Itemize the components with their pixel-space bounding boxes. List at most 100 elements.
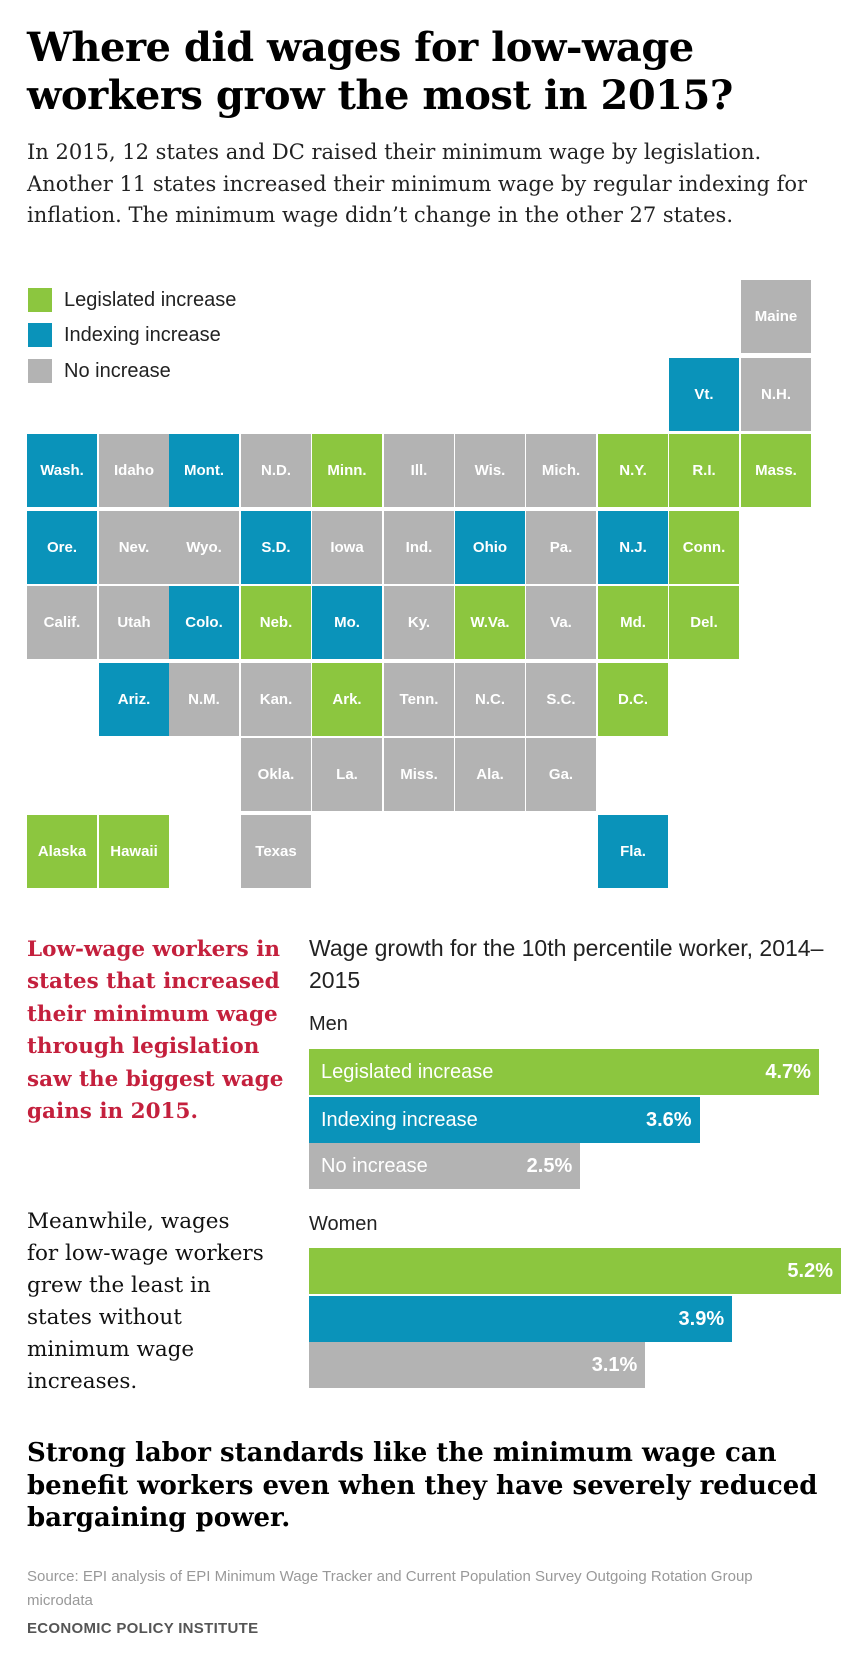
- state-tile: Conn.: [669, 511, 739, 584]
- state-label: Pa.: [549, 539, 573, 556]
- state-label: Mo.: [334, 614, 360, 631]
- state-tile: N.C.: [455, 663, 525, 736]
- state-label: R.I.: [692, 462, 716, 479]
- bar-value-label: 4.7%: [765, 1061, 811, 1083]
- state-tile: Minn.: [312, 434, 382, 507]
- state-tile: R.I.: [669, 434, 739, 507]
- state-label: Ohio: [472, 539, 508, 556]
- legend-label-legislated: Legislated increase: [64, 289, 237, 311]
- bar-label: Legislated increase: [321, 1061, 494, 1083]
- source-note: Source: EPI analysis of EPI Minimum Wage…: [27, 1568, 753, 1609]
- state-label: W.Va.: [470, 614, 510, 631]
- state-tile: W.Va.: [455, 586, 525, 659]
- state-tile: Ga.: [526, 738, 596, 811]
- bar-women-legislated: 5.2%: [309, 1248, 841, 1294]
- state-label: Ky.: [407, 614, 431, 631]
- bar-label: Indexing increase: [321, 1109, 478, 1131]
- state-tile: Ky.: [384, 586, 454, 659]
- state-tile: N.J.: [598, 511, 668, 584]
- chart-title: Wage growth for the 10th percentile work…: [309, 935, 824, 993]
- state-tile: Vt.: [669, 358, 739, 431]
- state-label: Wyo.: [186, 539, 222, 556]
- state-tile: Ark.: [312, 663, 382, 736]
- page-title: Where did wages for low-wage workers gro…: [27, 24, 733, 119]
- state-tile: Utah: [99, 586, 169, 659]
- state-tile: D.C.: [598, 663, 668, 736]
- state-label: La.: [336, 766, 358, 783]
- state-tile: Hawaii: [99, 815, 169, 888]
- state-label: S.C.: [546, 691, 576, 708]
- state-tile: Ore.: [27, 511, 97, 584]
- bar-men-none: No increase 2.5%: [309, 1143, 581, 1189]
- state-tile: Mont.: [169, 434, 239, 507]
- state-label: Maine: [754, 308, 798, 325]
- state-tile: Fla.: [598, 815, 668, 888]
- state-tile: Neb.: [241, 586, 311, 659]
- state-label: N.H.: [761, 386, 791, 403]
- state-tile: Pa.: [526, 511, 596, 584]
- state-tile: Wis.: [455, 434, 525, 507]
- state-tile: Maine: [741, 280, 811, 353]
- legend-label-indexing: Indexing increase: [64, 324, 221, 346]
- state-label: Ind.: [405, 539, 433, 556]
- organization-credit: ECONOMIC POLICY INSTITUTE: [27, 1620, 259, 1637]
- bar-women-indexing: 3.9%: [309, 1296, 733, 1342]
- state-tile: Wyo.: [169, 511, 239, 584]
- state-tile: Tenn.: [384, 663, 454, 736]
- state-label: Wash.: [40, 462, 84, 479]
- state-label: Texas: [255, 843, 297, 860]
- state-label: Vt.: [694, 386, 714, 403]
- conclusion-text: Strong labor standards like the minimum …: [27, 1438, 818, 1533]
- state-label: Mass.: [755, 462, 797, 479]
- state-label: Del.: [690, 614, 718, 631]
- state-label: Alaska: [37, 843, 87, 860]
- state-tile: Calif.: [27, 586, 97, 659]
- group-label-women: Women: [309, 1213, 378, 1235]
- state-tile: Okla.: [241, 738, 311, 811]
- state-label: Va.: [550, 614, 572, 631]
- legislated-swatch: [28, 288, 52, 312]
- state-tile: Wash.: [27, 434, 97, 507]
- bar-men-indexing: Indexing increase 3.6%: [309, 1097, 700, 1143]
- state-label: Ore.: [46, 539, 77, 556]
- state-tile: Ohio: [455, 511, 525, 584]
- state-label: Tenn.: [399, 691, 439, 708]
- state-tile: S.D.: [241, 511, 311, 584]
- state-label: Fla.: [620, 843, 646, 860]
- bar-value-label: 3.1%: [591, 1354, 638, 1376]
- state-tile: Colo.: [169, 586, 239, 659]
- state-tile: Mo.: [312, 586, 382, 659]
- intro-text: In 2015, 12 states and DC raised their m…: [27, 140, 808, 227]
- state-label: S.D.: [261, 539, 291, 556]
- state-label: Idaho: [114, 462, 154, 479]
- state-label: Mich.: [541, 462, 581, 479]
- state-label: Neb.: [259, 614, 293, 631]
- state-label: Ariz.: [117, 691, 151, 708]
- state-label: N.M.: [188, 691, 220, 708]
- state-label: D.C.: [618, 691, 648, 708]
- state-tile: S.C.: [526, 663, 596, 736]
- state-tile: Ariz.: [99, 663, 169, 736]
- key-finding-text: Low-wage workers in states that increase…: [27, 937, 284, 1125]
- state-tile: Iowa: [312, 511, 382, 584]
- state-label: Nev.: [118, 539, 150, 556]
- secondary-finding-text: Meanwhile, wages for low-wage workers gr…: [27, 1209, 264, 1394]
- state-tile: Md.: [598, 586, 668, 659]
- bar-value-label: 2.5%: [526, 1155, 573, 1177]
- state-label: Ark.: [332, 691, 362, 708]
- state-label: Mont.: [184, 462, 224, 479]
- state-tile: Nev.: [99, 511, 169, 584]
- state-label: Kan.: [259, 691, 293, 708]
- bar-value-label: 3.9%: [678, 1308, 725, 1330]
- state-label: Ill.: [410, 462, 428, 479]
- state-tile: Mass.: [741, 434, 811, 507]
- state-tile: La.: [312, 738, 382, 811]
- state-tile: Mich.: [526, 434, 596, 507]
- state-tile: N.H.: [741, 358, 811, 431]
- state-label: N.C.: [475, 691, 505, 708]
- state-label: Miss.: [400, 766, 438, 783]
- state-label: Colo.: [185, 614, 223, 631]
- state-label: Hawaii: [110, 843, 158, 860]
- indexing-swatch: [28, 323, 52, 347]
- group-label-men: Men: [309, 1013, 348, 1035]
